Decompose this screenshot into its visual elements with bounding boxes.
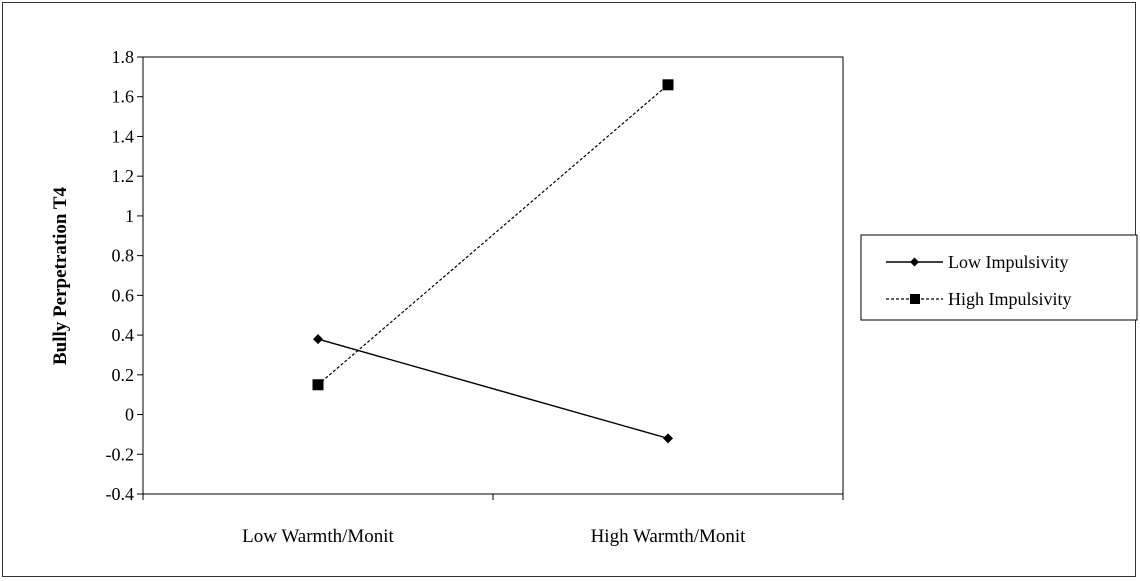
- series-layer: [312, 79, 674, 444]
- y-tick-label: -0.2: [106, 444, 135, 464]
- series-line-low-impulsivity: [317, 338, 669, 440]
- data-point-high-impulsivity: [312, 379, 324, 391]
- legend-label-low-impulsivity: Low Impulsivity: [948, 252, 1069, 272]
- y-axis: 1.8 1.6 1.4 1.2 1 0.8 0.6 0.4 0.2 0 -0.2 -0.4: [106, 47, 143, 504]
- data-point-low-impulsivity: [663, 433, 673, 444]
- y-tick-label: 1: [125, 206, 134, 226]
- x-category-label: High Warmth/Monit: [591, 526, 747, 547]
- plot-area: [142, 56, 844, 495]
- legend-marker-high-impulsivity: [910, 294, 920, 304]
- y-tick-label: 0.2: [112, 365, 135, 385]
- y-tick-label: 0: [125, 405, 134, 425]
- y-tick-label: 1.2: [112, 166, 135, 186]
- y-tick-label: 0.4: [112, 325, 135, 345]
- series-line-high-impulsivity: [317, 84, 669, 386]
- y-tick-label: 1.4: [112, 126, 135, 146]
- x-axis: Low Warmth/Monit High Warmth/Monit: [142, 494, 844, 547]
- y-tick-label: 0.8: [112, 246, 135, 266]
- legend-box: [860, 234, 1138, 321]
- y-tick-label: -0.4: [106, 484, 135, 504]
- y-tick-label: 1.8: [112, 47, 135, 67]
- y-tick-label: 1.6: [112, 87, 135, 107]
- legend-marker-low-impulsivity: [910, 257, 919, 267]
- data-point-low-impulsivity: [313, 334, 323, 345]
- y-tick-label: 0.6: [112, 285, 135, 305]
- y-axis-title: Bully Perpetration T4: [50, 186, 71, 365]
- legend-label-high-impulsivity: High Impulsivity: [948, 289, 1072, 309]
- data-point-high-impulsivity: [662, 79, 674, 91]
- x-category-label: Low Warmth/Monit: [242, 526, 394, 547]
- legend: Low Impulsivity High Impulsivity: [860, 234, 1138, 321]
